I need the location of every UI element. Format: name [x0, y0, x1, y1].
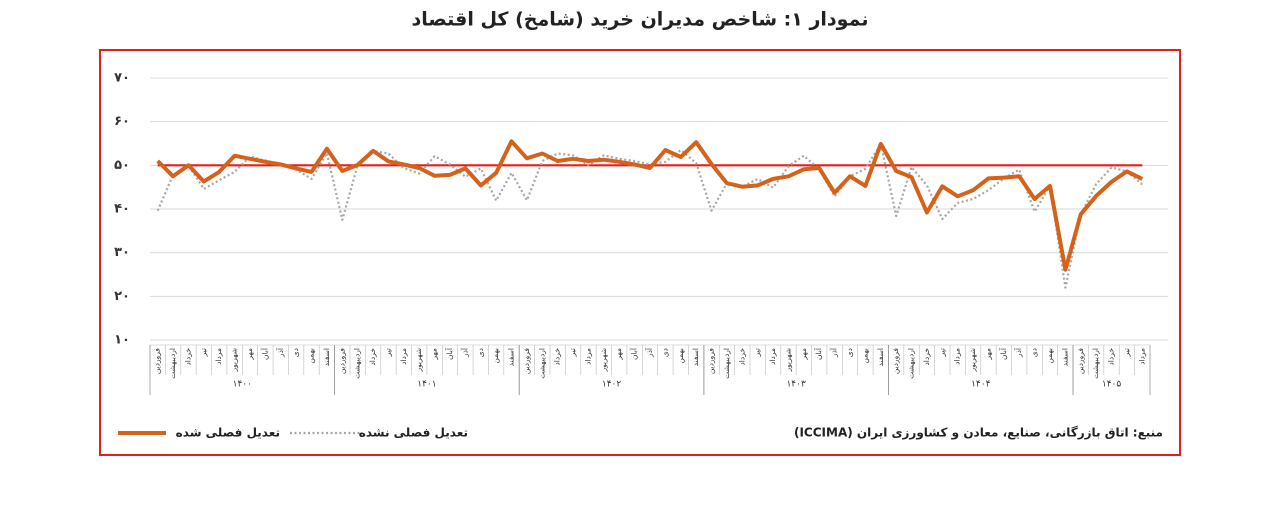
y-tick-label: ۲۰	[114, 289, 130, 304]
x-tick-label: تیر	[1122, 348, 1131, 358]
x-tick-label: مرداد	[953, 348, 962, 365]
x-tick-label: دی	[1030, 348, 1039, 357]
y-tick-label: ۴۰	[114, 202, 130, 217]
x-tick-label: آذر	[829, 347, 839, 358]
x-tick-label: مرداد	[768, 348, 777, 365]
x-tick-label: بهمن	[307, 348, 316, 364]
x-tick-label: اردیبهشت	[537, 348, 546, 379]
x-tick-label: خرداد	[737, 348, 746, 366]
year-label: ۱۴۰۵	[1102, 380, 1122, 390]
x-tick-label: خرداد	[922, 348, 931, 366]
x-tick-label: آبان	[259, 347, 269, 360]
x-tick-label: فروردین	[891, 348, 900, 375]
x-tick-label: شهریور	[230, 348, 239, 372]
x-tick-label: خرداد	[368, 348, 377, 366]
x-tick-label: دی	[845, 348, 854, 357]
x-tick-label: فروردین	[337, 348, 346, 375]
legend-label: تعدیل فصلی نشده	[359, 426, 468, 440]
x-tick-label: تیر	[199, 348, 208, 358]
x-tick-label: آذر	[1013, 347, 1023, 358]
x-tick-label: اسفند	[1060, 348, 1069, 366]
x-tick-label: فروردین	[707, 348, 716, 375]
x-tick-label: فروردین	[1076, 348, 1085, 375]
x-tick-label: شهریور	[783, 348, 792, 372]
x-tick-label: خرداد	[183, 348, 192, 366]
x-tick-label: مرداد	[1137, 348, 1146, 365]
x-tick-label: مرداد	[399, 348, 408, 365]
x-tick-label: خرداد	[553, 348, 562, 366]
x-tick-label: مهر	[799, 348, 808, 361]
x-tick-label: اردیبهشت	[907, 348, 916, 379]
legend-label: تعدیل فصلی شده	[176, 426, 280, 440]
x-tick-label: آذر	[459, 347, 469, 358]
x-tick-label: آبان	[813, 347, 823, 360]
x-tick-label: مهر	[245, 348, 254, 361]
x-tick-label: بهمن	[676, 348, 685, 364]
x-tick-label: اسفند	[876, 348, 885, 366]
x-tick-label: دی	[291, 348, 300, 357]
x-tick-label: بهمن	[491, 348, 500, 364]
frame	[99, 49, 1181, 456]
x-tick-label: تیر	[937, 348, 946, 358]
x-tick-label: تیر	[568, 348, 577, 358]
x-tick-label: آبان	[998, 347, 1008, 360]
x-tick-label: دی	[660, 348, 669, 357]
x-tick-label: آبان	[444, 347, 454, 360]
x-tick-label: اسفند	[691, 348, 700, 366]
x-tick-label: اردیبهشت	[168, 348, 177, 379]
y-tick-label: ۱۰	[114, 333, 130, 348]
year-label: ۱۴۰۰	[233, 380, 252, 390]
x-tick-label: اردیبهشت	[1091, 348, 1100, 379]
x-tick-label: بهمن	[1045, 348, 1054, 364]
x-tick-label: تیر	[753, 348, 762, 358]
source: منبع: اتاق بازرگانی، صنایع، معادن و کشاو…	[794, 426, 1163, 441]
year-label: ۱۴۰۴	[971, 380, 991, 390]
x-tick-label: آذر	[644, 347, 654, 358]
x-tick-label: دی	[476, 348, 485, 357]
chart-title: نمودار ۱: شاخص مدیران خرید (شامخ) کل اقت…	[412, 9, 869, 31]
x-tick-label: آبان	[629, 347, 639, 360]
x-tick-label: اردیبهشت	[722, 348, 731, 379]
y-tick-label: ۵۰	[114, 158, 130, 173]
x-tick-label: تیر	[383, 348, 392, 358]
x-tick-label: خرداد	[1107, 348, 1116, 366]
x-tick-label: اسفند	[507, 348, 516, 366]
x-tick-label: مهر	[983, 348, 992, 361]
x-tick-label: شهریور	[414, 348, 423, 372]
x-tick-label: اردیبهشت	[353, 348, 362, 379]
x-tick-label: فروردین	[522, 348, 531, 375]
y-tick-label: ۳۰	[114, 245, 130, 260]
x-tick-label: فروردین	[153, 348, 162, 375]
x-tick-label: شهریور	[599, 348, 608, 372]
year-label: ۱۴۰۲	[602, 380, 622, 390]
x-tick-label: آذر	[275, 347, 285, 358]
x-tick-label: مهر	[430, 348, 439, 361]
x-tick-label: مرداد	[583, 348, 592, 365]
x-tick-label: مرداد	[214, 348, 223, 365]
x-tick-label: بهمن	[860, 348, 869, 364]
year-label: ۱۴۰۱	[417, 380, 436, 390]
y-tick-label: ۷۰	[114, 71, 130, 86]
x-tick-label: شهریور	[968, 348, 977, 372]
year-label: ۱۴۰۳	[786, 380, 806, 390]
series-line	[156, 139, 1144, 272]
x-tick-label: اسفند	[322, 348, 331, 366]
x-tick-label: مهر	[614, 348, 623, 361]
y-tick-label: ۶۰	[114, 114, 130, 129]
